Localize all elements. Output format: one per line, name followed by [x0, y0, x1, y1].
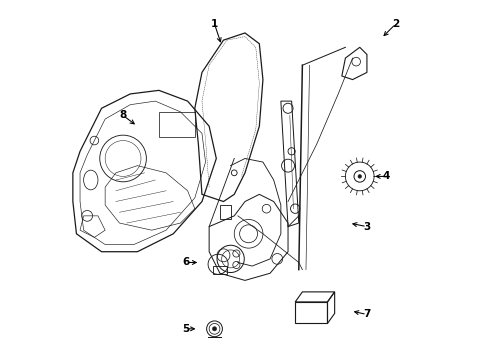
Text: 7: 7 [363, 310, 370, 319]
Text: 1: 1 [211, 19, 218, 29]
Text: 4: 4 [383, 171, 391, 181]
Text: 5: 5 [182, 324, 190, 334]
Text: 6: 6 [182, 257, 190, 267]
Text: 3: 3 [363, 222, 370, 231]
Bar [159, 112, 195, 137]
Text: 2: 2 [392, 19, 399, 29]
Circle shape [212, 327, 217, 331]
Bar [213, 266, 227, 274]
Text: 8: 8 [120, 111, 127, 121]
Bar [295, 302, 327, 323]
Circle shape [358, 175, 362, 178]
